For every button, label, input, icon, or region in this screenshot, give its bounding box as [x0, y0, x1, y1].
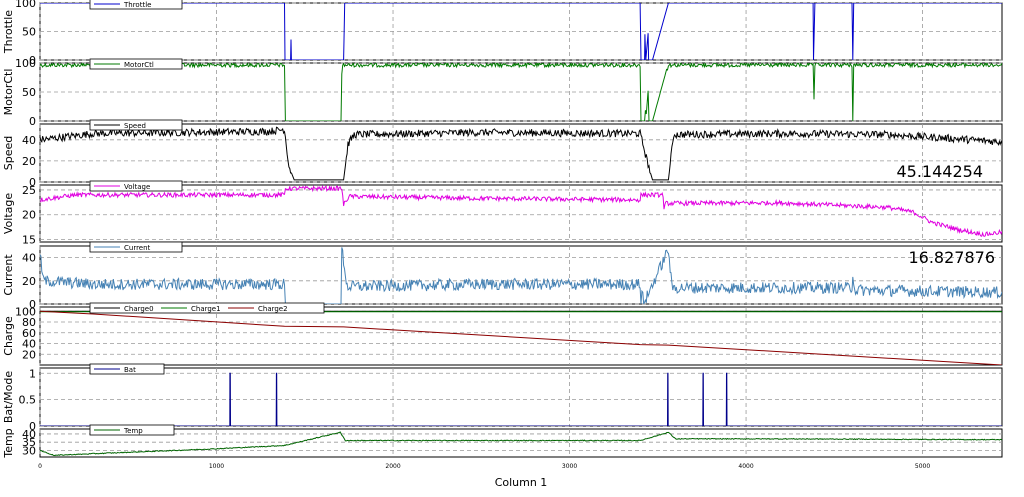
legend-box	[89, 58, 183, 70]
y-tick-label: 40	[22, 252, 36, 265]
y-tick-label: 20	[22, 275, 36, 288]
panel-7: 0 0.5 1 Bat/Mode Bat	[2, 363, 1003, 433]
series-line-speed	[40, 126, 1002, 181]
legend-box	[89, 180, 183, 192]
y-tick-label: 60	[22, 327, 36, 340]
panel-frame	[39, 306, 1003, 366]
y-tick-label: 1	[29, 367, 36, 380]
y-tick-label: 15	[22, 234, 36, 247]
y-tick-label: 80	[22, 316, 36, 329]
y-axis-label: Voltage	[2, 193, 15, 234]
y-axis-label: Throttle	[2, 10, 15, 54]
legend-label-charge0: Charge0	[124, 305, 154, 313]
legend-box	[89, 0, 183, 10]
legend: Temp	[89, 424, 175, 436]
series-line-bat	[40, 372, 1002, 426]
legend-box	[89, 302, 325, 314]
legend: Speed	[89, 119, 183, 131]
y-axis-label: Speed	[2, 136, 15, 170]
legend: Throttle	[89, 0, 183, 10]
y-tick-label: 0	[29, 54, 36, 67]
x-tick-label: 3000	[562, 463, 577, 470]
x-tick-label: 1000	[209, 463, 224, 470]
y-tick-label: 30	[22, 444, 36, 457]
legend-label-charge1: Charge1	[191, 305, 221, 313]
x-tick-label: 2000	[385, 463, 400, 470]
legend-label-charge2: Charge2	[258, 305, 288, 313]
legend: Voltage	[89, 180, 183, 192]
legend-label-speed: Speed	[124, 122, 146, 130]
y-tick-label: 20	[22, 155, 36, 168]
y-axis-label: Charge	[2, 316, 15, 356]
y-tick-label: 100	[15, 0, 36, 10]
y-tick-label: 40	[22, 428, 36, 441]
y-tick-label: 0	[29, 420, 36, 433]
panel-frame	[39, 62, 1003, 122]
x-tick-label: 0	[38, 463, 42, 470]
legend: MotorCtl	[89, 58, 183, 70]
legend-label-temp: Temp	[123, 427, 143, 435]
legend-box	[89, 119, 183, 131]
legend-label-throttle: Throttle	[123, 1, 151, 9]
value-readout: 16.827876	[908, 248, 995, 267]
x-axis-label: Column 1	[495, 476, 548, 489]
y-tick-label: 50	[22, 26, 36, 39]
y-axis-label: MotorCtl	[2, 69, 15, 116]
y-tick-label: 40	[22, 134, 36, 147]
legend-box	[89, 241, 183, 253]
panel-4: 15 20 25 Voltage Voltage	[2, 180, 1003, 247]
y-tick-label: 20	[22, 209, 36, 222]
series-line-charge2	[40, 310, 1002, 365]
panel-frame	[39, 245, 1003, 305]
y-tick-label: 100	[15, 305, 36, 318]
series-line-temp	[40, 431, 1002, 457]
y-axis-label: Current	[2, 254, 15, 296]
y-tick-label: 25	[22, 184, 36, 197]
panel-frame	[39, 367, 1003, 427]
panel-5: 0 20 40 Current Current 16.827876	[2, 241, 1003, 311]
y-tick-label: 0	[29, 115, 36, 128]
y-tick-label: 20	[22, 348, 36, 361]
legend: Current	[89, 241, 183, 253]
y-axis-label: Temp	[2, 428, 15, 458]
series-line-voltage	[40, 185, 1002, 237]
series-line-current	[40, 247, 1002, 304]
legend-label-voltage: Voltage	[124, 183, 150, 191]
panel-frame	[39, 428, 1003, 458]
x-tick-label: 4000	[738, 463, 753, 470]
panel-3: 0 20 40 Speed Speed 45.144254	[2, 119, 1003, 189]
legend-label-motorctl: MotorCtl	[124, 61, 154, 69]
y-tick-label: 40	[22, 338, 36, 351]
y-tick-label: 0	[29, 176, 36, 189]
series-line-motorctl	[40, 63, 1002, 121]
x-tick-label: 5000	[915, 463, 930, 470]
y-tick-label: 50	[22, 86, 36, 99]
legend: Charge0 Charge1 Charge2	[89, 302, 325, 314]
value-readout: 45.144254	[896, 162, 983, 181]
series-line-throttle	[40, 3, 1002, 60]
y-tick-label: 0	[29, 298, 36, 311]
legend-label-current: Current	[124, 244, 151, 252]
panel-frame	[39, 2, 1003, 61]
y-axis-label: Bat/Mode	[2, 371, 15, 424]
legend: Bat	[89, 363, 165, 375]
legend-label-bat: Bat	[124, 366, 136, 374]
legend-box	[89, 363, 165, 375]
y-tick-label: 35	[22, 436, 36, 449]
y-tick-label: 100	[15, 57, 36, 70]
legend-box	[89, 424, 175, 436]
y-tick-label: 0.5	[19, 394, 37, 407]
